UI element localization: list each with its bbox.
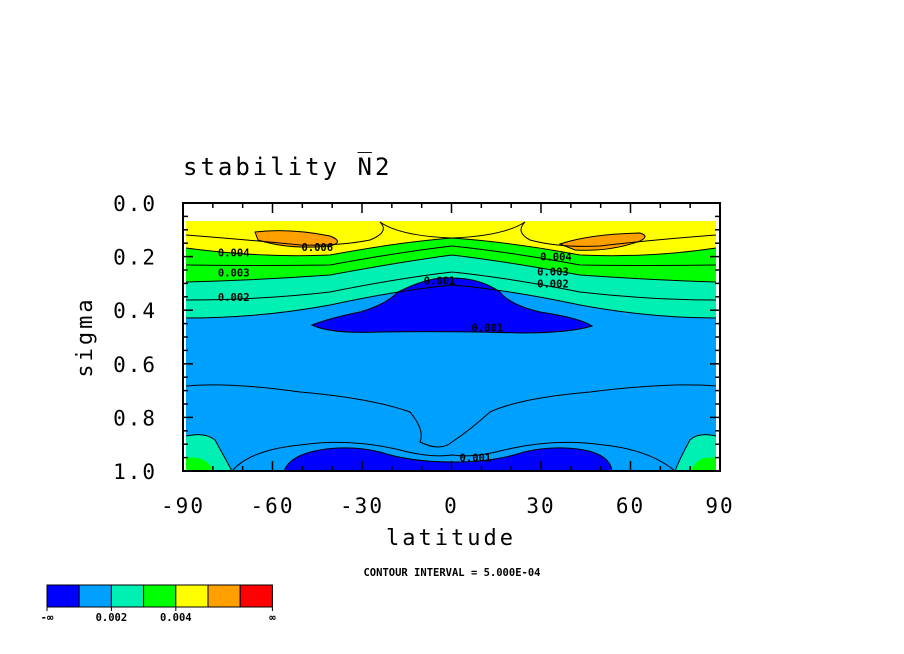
contour-line [185, 271, 717, 301]
x-tick-label: -30 [340, 494, 384, 518]
band-top-strip [186, 221, 716, 225]
contour-line [185, 245, 717, 266]
contour-label: 0.001 [460, 453, 492, 465]
contour-line [185, 254, 717, 283]
x-axis-label: latitude [386, 526, 516, 551]
colorbar-swatch [207, 584, 241, 608]
y-tick-labels: 0.0 0.2 0.4 0.6 0.8 1.0 [113, 192, 157, 484]
x-tick-label: 90 [705, 494, 734, 518]
colorbar-swatch [143, 584, 177, 608]
y-tick-label: 0.0 [113, 192, 157, 216]
contour-interval-note: CONTOUR INTERVAL = 5.000E-04 [363, 567, 540, 579]
contour-line [185, 384, 717, 448]
contour-line [674, 434, 717, 472]
x-tick-label: 60 [616, 494, 645, 518]
contour-line [185, 284, 717, 319]
band-green-sw [186, 457, 214, 471]
x-tick-label: -90 [161, 494, 205, 518]
contour-line [185, 434, 233, 472]
colorbar-swatch [110, 584, 145, 608]
contour-label: 0.003 [537, 266, 569, 278]
colorbar-swatch [78, 584, 112, 608]
colorbar-label: ∞ [269, 612, 276, 624]
colorbar-label: 0.002 [96, 612, 128, 624]
y-tick-label: 1.0 [113, 460, 157, 484]
contour-label: 0.006 [301, 242, 333, 254]
contour-line [520, 221, 717, 247]
contour-fills [186, 221, 716, 471]
band-green-se [690, 457, 716, 471]
colorbar-swatch [175, 584, 209, 608]
contour-line [310, 277, 594, 334]
y-tick-label: 0.6 [113, 353, 157, 377]
chart-title: stability N̅2 [183, 152, 392, 181]
contour-line [558, 232, 646, 251]
x-tick-label: -60 [251, 494, 295, 518]
x-tick-labels: -90 -60 -30 0 30 60 90 [161, 494, 734, 518]
x-tick-label: 0 [444, 494, 459, 518]
contour-line [379, 221, 526, 239]
contour-label: 0.002 [537, 278, 569, 290]
axis-ticks [182, 202, 721, 472]
colorbar-swatch [46, 584, 80, 608]
band-blue-lower [284, 447, 612, 471]
band-blue-upper [312, 277, 592, 333]
contour-line [231, 441, 676, 472]
contour-line [254, 230, 338, 248]
colorbar-label: 0.004 [160, 612, 192, 624]
colorbar-labels: -∞ 0.002 0.004 ∞ [41, 607, 276, 624]
y-axis-label: sigma [73, 296, 98, 377]
contour-label: 0.003 [218, 268, 250, 280]
colorbar-label: -∞ [41, 612, 54, 624]
y-tick-label: 0.4 [113, 299, 157, 323]
y-tick-label: 0.2 [113, 246, 157, 270]
contour-label: 0.001 [424, 276, 456, 288]
contour-label: 0.001 [471, 323, 503, 335]
y-tick-label: 0.8 [113, 406, 157, 430]
colorbar [46, 584, 273, 608]
colorbar-swatch [239, 584, 273, 608]
contour-label: 0.004 [540, 252, 572, 264]
contour-label: 0.002 [218, 292, 250, 304]
contour-label: 0.004 [218, 248, 250, 260]
contour-label-group: 0.004 0.0060.0030.0020.0010.0010.0010.004… [218, 242, 572, 464]
contour-line [185, 221, 384, 246]
x-tick-label: 30 [526, 494, 555, 518]
